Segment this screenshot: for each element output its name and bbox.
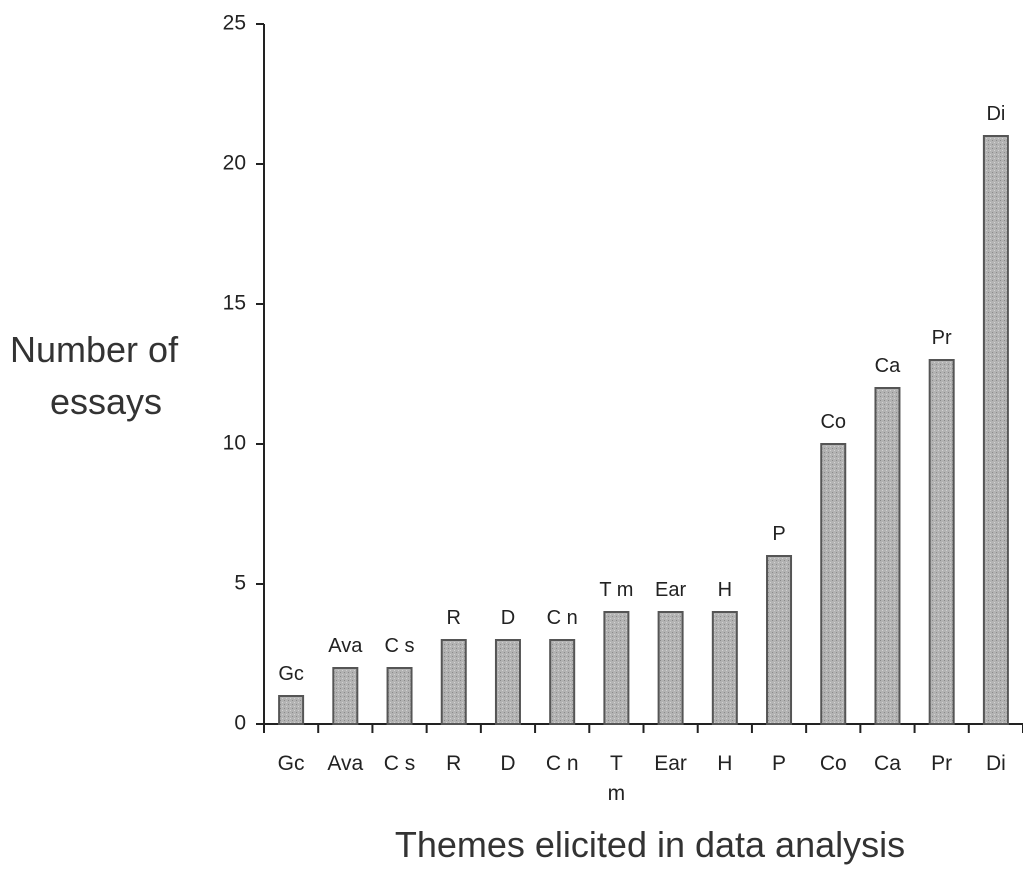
data-label: R — [447, 607, 461, 629]
x-tick-label: H — [717, 752, 732, 775]
data-label: Ca — [875, 355, 901, 377]
x-tick-label: C n — [546, 752, 579, 775]
data-label: H — [718, 579, 732, 601]
bar — [657, 611, 684, 725]
bar — [332, 667, 359, 725]
x-axis — [263, 723, 1023, 733]
bar — [874, 387, 901, 725]
data-label: Di — [986, 103, 1005, 125]
x-tick-label: Gc — [278, 752, 305, 775]
bar — [386, 667, 413, 725]
data-label: Co — [820, 411, 846, 433]
bar — [549, 639, 576, 725]
y-tick-label: 0 — [234, 712, 246, 735]
bar — [494, 639, 521, 725]
bar — [820, 443, 847, 725]
data-label: D — [501, 607, 515, 629]
x-tick-label: Ear — [654, 752, 687, 775]
x-tick-label: Pr — [931, 752, 952, 775]
data-label: P — [772, 523, 785, 545]
y-tick-label: 10 — [223, 432, 246, 455]
data-label: T m — [599, 579, 633, 601]
x-tick-label: Ava — [327, 752, 363, 775]
y-tick-label: 5 — [234, 572, 246, 595]
y-tick-label: 20 — [223, 152, 246, 175]
y-axis-title-line-2: essays — [50, 381, 162, 422]
y-tick-label: 25 — [223, 12, 246, 35]
bar — [440, 639, 467, 725]
data-labels: Gc Ava C s R D C n T m Ear H P Co Ca Pr Di — [278, 103, 1005, 685]
x-axis-title: Themes elicited in data analysis — [395, 824, 905, 865]
y-axis-title-line-1: Number of — [10, 329, 179, 370]
x-tick-label: D — [500, 752, 515, 775]
x-tick-label: C s — [384, 752, 416, 775]
data-label: Ear — [655, 579, 686, 601]
x-tick-label: Ca — [874, 752, 901, 775]
bar — [603, 611, 630, 725]
data-label: Pr — [932, 327, 952, 349]
data-label: C n — [547, 607, 578, 629]
x-tick-label: P — [772, 752, 786, 775]
data-label: Ava — [328, 635, 363, 657]
y-axis: 0 5 10 15 20 25 — [223, 12, 265, 735]
x-tick-label: Co — [820, 752, 847, 775]
bar — [278, 695, 305, 725]
y-tick-label: 15 — [223, 292, 246, 315]
data-label: Gc — [278, 663, 304, 685]
bar — [982, 135, 1009, 725]
data-label: C s — [385, 635, 415, 657]
x-tick-label: R — [446, 752, 461, 775]
bars — [278, 135, 1009, 725]
bar — [766, 555, 793, 725]
bar — [928, 359, 955, 725]
bar — [711, 611, 738, 725]
x-tick-label: Di — [986, 752, 1006, 775]
